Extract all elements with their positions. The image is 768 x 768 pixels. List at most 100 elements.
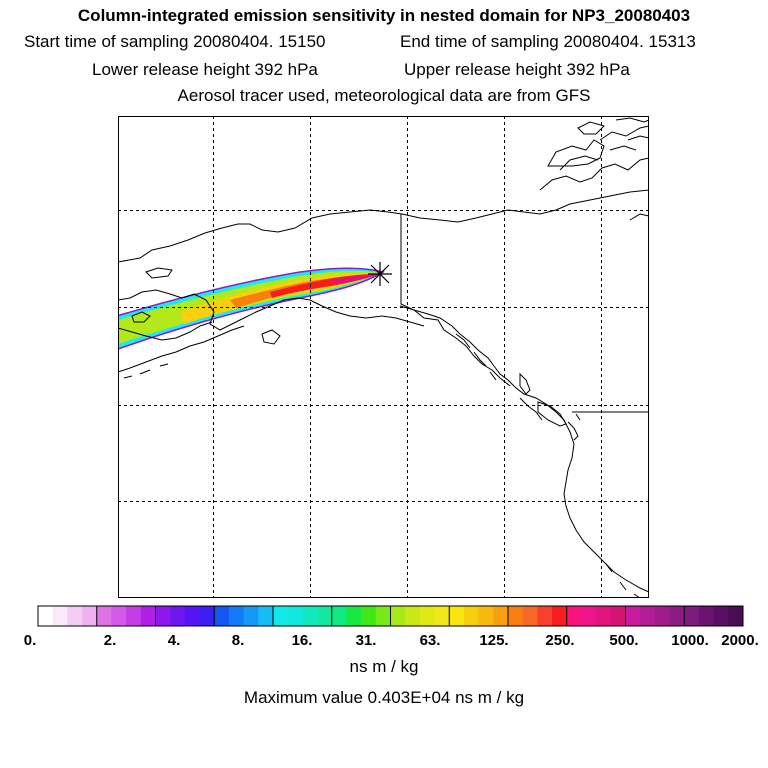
colorbar-swatch [361,606,377,626]
colorbar-swatch [713,606,729,626]
kodiak-island [261,329,281,345]
colorbar-swatch [522,606,538,626]
alaska-west-coast [118,289,425,331]
tracer-row: Aerosol tracer used, meteorological data… [0,86,768,108]
colorbar-swatch [126,606,142,626]
colorbar-tick-label: 8. [231,632,245,649]
colorbar-swatch [258,606,274,626]
colorbar-tick-label: 16. [291,632,313,649]
start-time-label: Start time of sampling 20080404. 15150 [24,32,326,51]
colorbar-swatch [184,606,201,626]
colorbar-swatch [317,606,333,626]
graticule [118,116,649,598]
colorbar-tick-label: 125. [479,632,509,649]
maximum-value-label: Maximum value 0.403E+04 ns m / kg [243,688,525,707]
sampling-time-row: Start time of sampling 20080404. 15150 E… [0,32,768,54]
nunivak-island [131,311,151,323]
release-height-row: Lower release height 392 hPa Upper relea… [0,60,768,82]
colorbar-swatch [273,606,289,626]
map-area [118,116,649,598]
coastlines [118,117,649,598]
colorbar-swatch [82,606,98,626]
panhandle-islands [455,333,543,421]
colorbar-tick-label: 1000. [671,632,709,649]
colorbar-swatch [434,606,450,626]
colorbar-tick-label: 0. [23,632,37,649]
colorbar-swatch [698,606,715,626]
colorbar-swatch [478,606,494,626]
aleutian-islands [123,363,169,379]
colorbar-swatch [214,606,230,626]
colorbar-swatch [684,606,700,626]
colorbar-swatch [610,606,626,626]
colorbar-swatch [581,606,597,626]
map-frame [118,116,649,598]
colorbar-swatch [38,606,54,626]
upper-release-height-label: Upper release height 392 hPa [404,60,630,79]
colorbar-tick-label: 63. [419,632,441,649]
bristol-bay-coast [118,321,213,341]
colorbar-tick-label: 31. [355,632,377,649]
colorbar-swatch [596,606,612,626]
colorbar-swatch [508,606,524,626]
plot-title: Column-integrated emission sensitivity i… [77,6,691,25]
colorbar-swatch [566,606,582,626]
colorbar-tick-label: 250. [545,632,575,649]
colorbar-swatch [96,606,112,626]
colorbar-swatch [346,606,362,626]
colorbar-swatch [287,606,303,626]
end-time-label: End time of sampling 20080404. 15313 [400,32,696,51]
plume-band [330,274,380,284]
colorbar-swatch [52,606,68,626]
colorbar-swatch [419,606,436,626]
emission-sensitivity-plume [118,267,385,350]
colorbar-tick-label: 2000. [721,632,759,649]
political-boundaries [400,214,649,413]
colorbar-swatch [552,606,568,626]
colorbar-swatch [331,606,347,626]
colorbar-swatch [463,606,480,626]
colorbar-swatch [405,606,421,626]
puget-sound [567,413,581,441]
colorbar-swatch [640,606,656,626]
colorbar-swatch [728,606,744,626]
colorbar-swatch [111,606,127,626]
colorbar-swatch [170,606,186,626]
colorbar-swatch [375,606,391,626]
colorbar-tick-label: 500. [609,632,639,649]
beaufort-islands [539,125,649,191]
colorbar-tick-label: 4. [167,632,181,649]
panhandle-bc-coast [399,305,649,593]
tracer-label: Aerosol tracer used, meteorological data… [177,86,591,105]
colorbar-swatch [228,606,245,626]
colorbar-tick-label: 2. [103,632,117,649]
release-point-star-icon [368,262,392,286]
colorbar-swatch [155,606,171,626]
haida-gwaii [519,372,531,395]
alaska-peninsula [118,325,245,373]
colorbar-frame [37,605,744,627]
colorbar-units: ns m / kg [349,657,419,676]
colorbar-swatch [654,606,671,626]
lower-release-height-label: Lower release height 392 hPa [92,60,318,79]
st-lawrence-island [145,267,173,279]
colorbar [37,605,744,627]
alaska-north-coast [118,189,649,263]
colorbar-swatch [140,606,156,626]
colorbar-swatch [493,606,509,626]
banks-island [547,139,605,167]
arctic-islands [577,117,649,141]
alaska-canada-border [400,214,511,387]
colorbar-swatch [67,606,83,626]
colorbar-swatch [449,606,465,626]
colorbar-swatch [199,606,215,626]
hudson-bay-coast [629,213,649,221]
vancouver-island [537,401,567,427]
colorbar-swatch [302,606,318,626]
colorbar-swatch [243,606,259,626]
colorbar-swatch [390,606,406,626]
colorbar-swatch [669,606,685,626]
colorbar-swatch [625,606,641,626]
colorbar-swatch [537,606,553,626]
